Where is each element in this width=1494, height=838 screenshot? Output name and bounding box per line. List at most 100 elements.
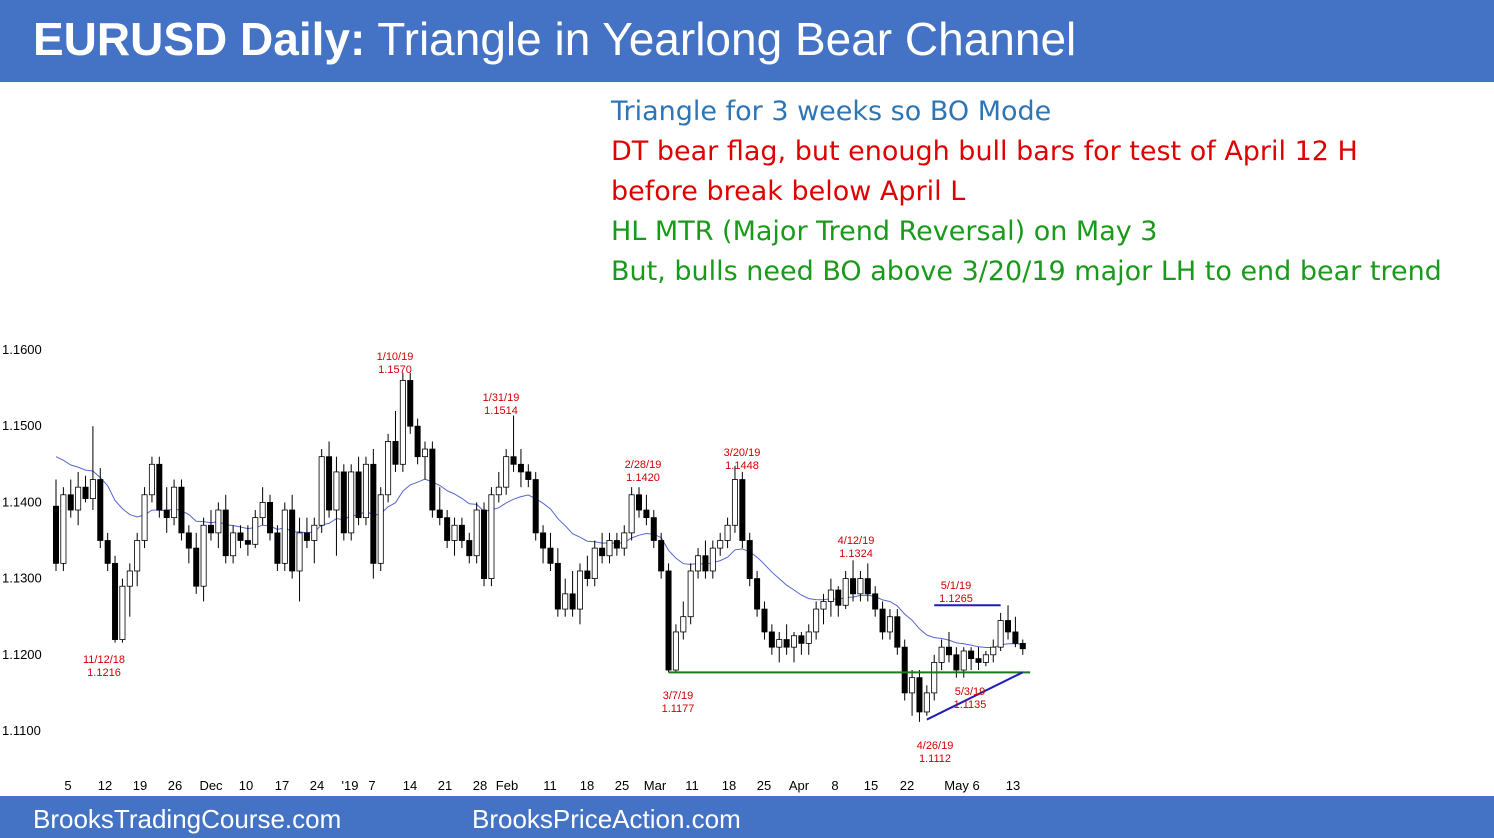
candle-body — [318, 456, 325, 526]
candle-body — [820, 601, 827, 610]
candle — [813, 601, 820, 640]
candle-body — [451, 524, 458, 541]
candle — [104, 532, 111, 571]
candle-body — [141, 494, 148, 541]
candle-body — [185, 532, 192, 549]
annotation-date: 4/12/19 — [838, 535, 875, 547]
candle-body — [503, 456, 510, 488]
candle — [451, 517, 458, 556]
swing-annotation: 5/3/191.1135 — [954, 686, 987, 711]
candle — [997, 612, 1004, 651]
x-tick-label: May 6 — [944, 778, 979, 793]
trend-lines — [668, 604, 1031, 721]
candle — [429, 441, 436, 518]
candle — [805, 624, 812, 655]
candle — [414, 418, 421, 465]
candle — [1012, 616, 1019, 648]
candle — [798, 631, 805, 655]
candle-body — [805, 631, 812, 644]
title-rest: Triangle in Yearlong Bear Channel — [365, 13, 1077, 65]
candle — [791, 631, 798, 663]
candle — [244, 525, 251, 556]
candle-body — [569, 593, 576, 610]
candle — [754, 570, 761, 617]
candle — [495, 471, 502, 503]
candle — [982, 650, 989, 667]
candle — [717, 532, 724, 556]
x-tick-label: Feb — [496, 778, 518, 793]
candle-body — [761, 608, 768, 633]
candle-body — [385, 441, 392, 496]
commentary: Triangle for 3 weeks so BO Mode DT bear … — [611, 92, 1442, 292]
swing-annotation: 5/1/191.1265 — [939, 580, 973, 605]
candle — [163, 487, 170, 533]
candle-body — [864, 578, 871, 595]
candle-body — [473, 509, 480, 557]
annotation-date: 3/7/19 — [663, 690, 694, 702]
candle — [872, 586, 879, 617]
note-line: before break below April L — [611, 176, 966, 207]
page-title: EURUSD Daily: Triangle in Yearlong Bear … — [33, 12, 1076, 66]
annotation-date: 3/20/19 — [724, 447, 761, 459]
candle-body — [89, 479, 96, 499]
candle-body — [230, 532, 237, 557]
annotation-price: 1.1265 — [939, 593, 973, 605]
candle-body — [200, 524, 207, 587]
footer-bar: BrooksTradingCourse.com BrooksPriceActio… — [0, 796, 1494, 838]
swing-annotation: 4/12/191.1324 — [838, 535, 875, 560]
candle-body — [370, 463, 377, 564]
candle-body — [798, 635, 805, 644]
x-tick-label: Dec — [199, 778, 223, 793]
x-tick-label: 28 — [473, 778, 487, 793]
candle — [466, 532, 473, 564]
annotation-date: 1/10/19 — [377, 351, 414, 363]
candle — [850, 560, 857, 602]
y-tick-label: 1.1400 — [2, 494, 42, 509]
candle — [990, 639, 997, 663]
header-bar: EURUSD Daily: Triangle in Yearlong Bear … — [0, 0, 1494, 82]
annotation-price: 1.1570 — [378, 364, 412, 376]
candle-body — [281, 509, 288, 564]
candle-body — [547, 547, 554, 564]
candle-body — [156, 463, 163, 511]
candle — [97, 468, 104, 549]
swing-annotation: 2/28/191.1420 — [625, 459, 662, 484]
candles — [53, 372, 1026, 722]
x-tick-label: 22 — [900, 778, 914, 793]
x-axis: 5 12 19 26 Dec 10 17 24 '19 7 14 21 28 Feb 11 18 25 Mar 11… — [64, 778, 1020, 793]
x-tick-label: 13 — [1006, 778, 1020, 793]
candle-body — [842, 578, 849, 606]
x-tick-label: 14 — [403, 778, 417, 793]
candle — [724, 517, 731, 549]
candle-body — [562, 593, 569, 610]
candle — [931, 654, 938, 701]
candle-body — [886, 616, 893, 633]
candle — [185, 525, 192, 564]
x-tick-label: 25 — [615, 778, 629, 793]
candle-body — [495, 486, 502, 496]
candle — [126, 563, 133, 617]
candle — [820, 593, 827, 625]
footer-right-site: BrooksPriceAction.com — [472, 804, 741, 834]
x-tick-label: Apr — [789, 778, 810, 793]
candle — [303, 517, 310, 549]
candle-body — [606, 540, 613, 557]
candle — [230, 525, 237, 564]
candle-body — [702, 555, 709, 572]
annotation-price: 1.1448 — [725, 460, 759, 472]
candle — [67, 479, 74, 518]
candle-body — [584, 570, 591, 579]
y-tick-label: 1.1500 — [2, 418, 42, 433]
candle — [89, 426, 96, 511]
candle — [695, 548, 702, 579]
annotation-date: 4/26/19 — [917, 740, 954, 752]
candle-body — [968, 650, 975, 660]
candle — [237, 525, 244, 549]
x-tick-label: 11 — [543, 778, 557, 793]
candle — [355, 456, 362, 526]
candle-body — [429, 448, 436, 511]
candle-body — [746, 540, 753, 579]
candle — [938, 639, 945, 671]
candle — [886, 609, 893, 640]
candle — [141, 487, 148, 549]
